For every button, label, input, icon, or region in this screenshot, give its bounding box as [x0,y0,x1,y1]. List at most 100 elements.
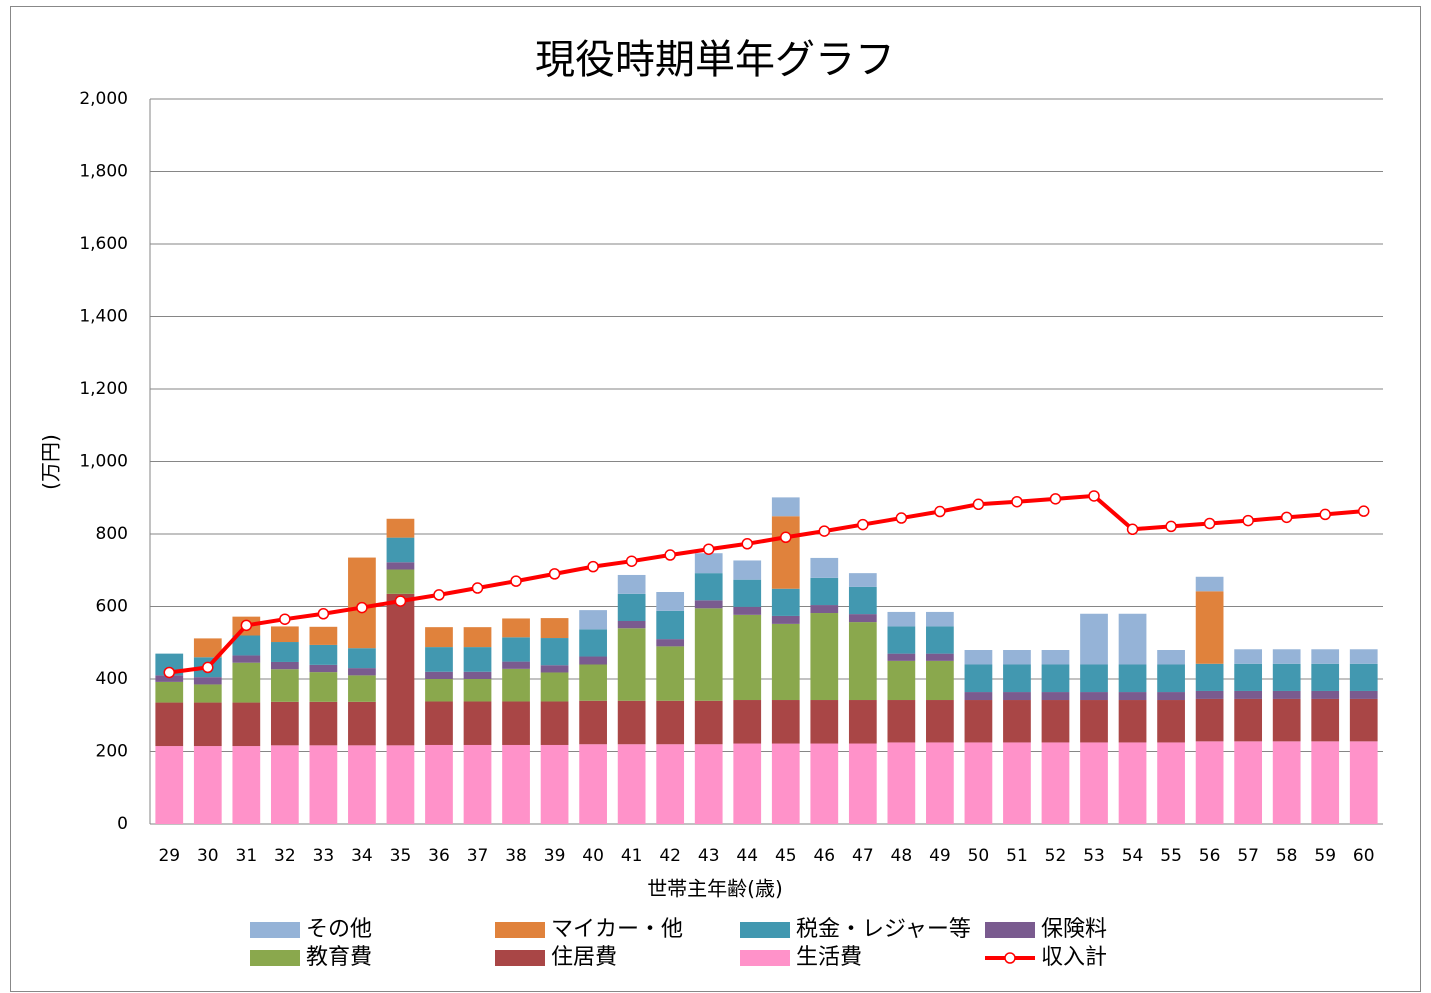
bar-segment [540,638,569,666]
bar-segment [1234,741,1263,824]
bar-segment [1003,650,1031,665]
line-marker [625,555,638,567]
y-tick-label: 400 [96,669,128,689]
bar-segment [502,744,530,824]
bar-segment [463,627,492,648]
legend-swatch [740,922,790,938]
bar-segment [193,684,222,703]
bar-segment [656,646,685,701]
bar-segment [1041,742,1070,824]
bar-segment [1157,742,1185,824]
bar-segment [1272,698,1301,742]
bar-segment [155,746,184,824]
line-marker [163,666,176,679]
bar-segment [887,653,916,661]
income-line [169,493,1364,675]
bar-segment [579,610,607,630]
line-marker [510,575,522,587]
bar-segment [1349,690,1378,699]
bar-segment [694,600,723,609]
x-tick-label: 45 [775,846,797,866]
bar-segment [1118,664,1147,693]
x-axis-title: 世帯主年齢(歳) [647,877,783,901]
bar-segment [463,679,492,702]
bar-segment [1118,700,1147,743]
bar-segment [964,700,993,743]
bar-segment [694,744,723,824]
bar-segment [425,627,453,648]
bar-segment [1195,690,1224,699]
bar-segment [926,660,954,701]
bar-segment [193,746,222,824]
x-tick-label: 60 [1353,846,1375,866]
bar-segment [270,669,299,702]
bar-segment [309,664,338,673]
bar-segment [733,579,762,607]
bar-segment [540,744,569,824]
bar-segment [733,743,762,824]
bar-segment [579,700,607,745]
bar-segment [848,614,877,623]
bar-segment [463,647,492,672]
x-tick-label: 57 [1237,846,1259,866]
x-tick-label: 30 [197,846,219,866]
bar-segment [1003,700,1031,743]
bar-segment [1080,613,1108,665]
bar-segment [887,700,916,743]
line-marker [1203,517,1216,530]
y-tick-label: 1,800 [79,162,128,182]
x-tick-label: 42 [659,846,681,866]
bar-segment [617,628,646,701]
x-tick-label: 40 [582,846,604,866]
bar-segment [694,700,723,745]
bar-segment [540,665,569,673]
bar-segment [386,562,415,570]
bar-segment [733,700,762,744]
bar-segment [309,701,338,746]
bar-segment [733,614,762,701]
legend-swatch [250,950,300,966]
legend-swatch [740,950,790,966]
y-tick-label: 1,600 [79,234,128,254]
bar-segment [386,537,415,563]
legend-swatch [985,922,1035,938]
bar-segment [1195,741,1224,824]
x-tick-label: 59 [1314,846,1336,866]
x-tick-label: 55 [1160,846,1182,866]
line-marker [780,531,792,544]
line-marker [1165,520,1177,533]
y-tick-label: 600 [96,597,128,617]
bar-segment [425,744,453,824]
line-marker [548,568,561,580]
legend-label: 税金・レジャー等 [796,917,971,942]
y-tick-label: 1,200 [79,379,128,399]
bar-segment [309,745,338,824]
legend-label: その他 [306,917,372,942]
bar-segment [1041,650,1070,665]
bar-segment [425,647,453,672]
bar-segment [425,701,453,745]
x-tick-label: 53 [1083,846,1105,866]
line-marker [1088,490,1100,502]
bar-segment [309,626,338,645]
y-tick-label: 1,400 [79,307,128,327]
bar-segment [1003,692,1031,701]
bar-segment [771,700,800,744]
x-tick-label: 36 [428,846,450,866]
x-tick-label: 33 [313,846,335,866]
x-tick-label: 49 [929,846,951,866]
x-tick-label: 32 [274,846,296,866]
bar-segment [309,644,338,665]
bar-segment [1003,742,1031,824]
y-tick-label: 200 [96,742,128,762]
bar-segment [1080,664,1108,693]
bar-segment [887,626,916,654]
legend-swatch [495,950,545,966]
y-axis-title: (万円) [39,434,63,490]
legend-label: マイカー・他 [551,917,683,942]
line-marker [202,661,214,674]
bar-segment [926,611,954,627]
bar-segment [1272,741,1301,824]
bar-segment [1195,663,1224,691]
bar-segment [810,605,839,614]
